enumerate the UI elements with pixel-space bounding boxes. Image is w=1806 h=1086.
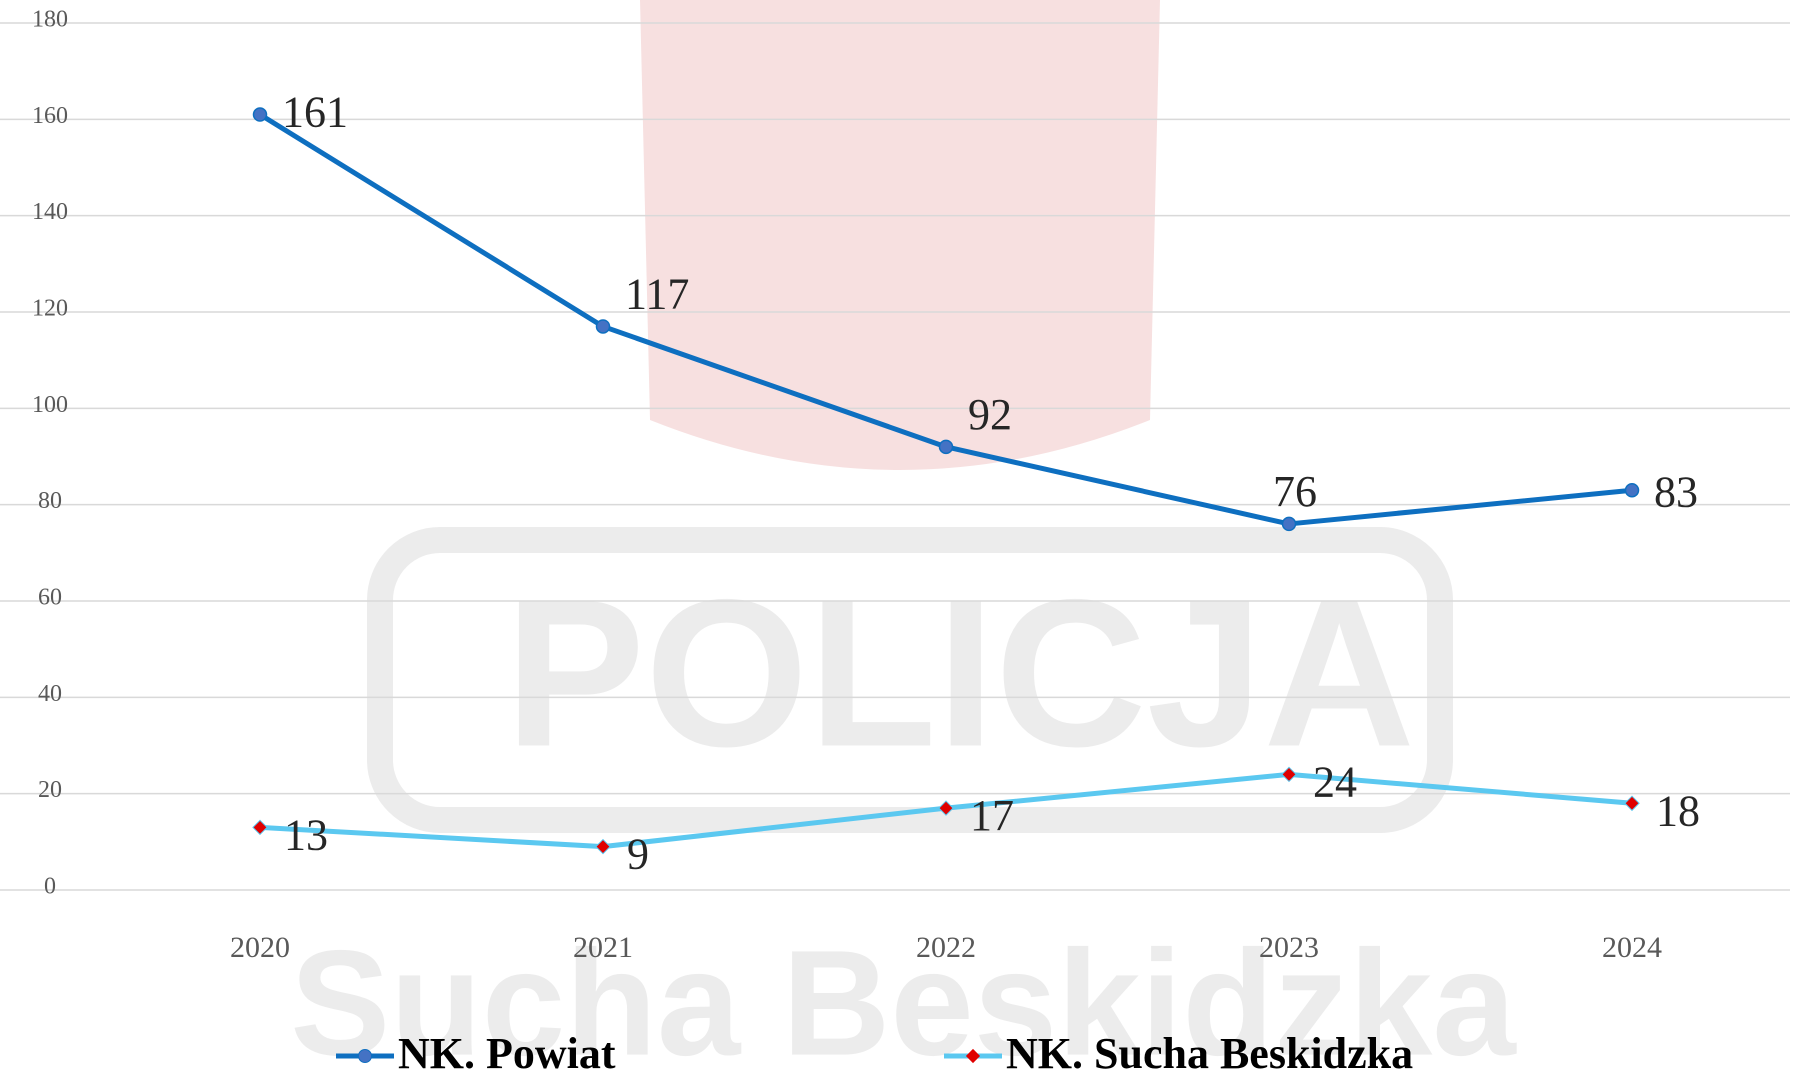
data-point: [1281, 516, 1297, 532]
data-point: [1624, 795, 1640, 812]
data-label: 9: [627, 830, 649, 879]
data-point: [1624, 482, 1640, 498]
x-tick-label: 2022: [916, 931, 976, 964]
y-tick-label: 20: [38, 777, 62, 803]
y-tick-label: 160: [32, 103, 68, 129]
data-label: 83: [1654, 467, 1698, 516]
data-label: 161: [282, 88, 348, 137]
data-point: [252, 819, 268, 836]
y-tick-label: 100: [32, 392, 68, 418]
data-label: 17: [970, 791, 1014, 840]
x-tick-label: 2023: [1259, 931, 1319, 964]
x-tick-label: 2020: [230, 931, 290, 964]
legend-label: NK. Powiat: [398, 1029, 616, 1078]
y-tick-label: 0: [44, 874, 56, 900]
data-label: 13: [284, 810, 328, 859]
y-tick-label: 60: [38, 585, 62, 611]
y-tick-label: 120: [32, 296, 68, 322]
data-label: 76: [1273, 467, 1317, 516]
watermark-emblem: [367, 0, 1453, 833]
x-tick-label: 2024: [1602, 931, 1662, 964]
watermark-text: Sucha Beskidzka: [290, 919, 1517, 1081]
legend-label: NK. Sucha Beskidzka: [1006, 1029, 1413, 1078]
data-point: [1281, 766, 1297, 783]
data-point: [938, 439, 954, 455]
legend-marker: [358, 1049, 372, 1063]
legend-marker: [965, 1048, 981, 1064]
y-tick-label: 80: [38, 488, 62, 514]
data-label: 117: [625, 270, 689, 319]
emblem-shield: [640, 0, 1160, 470]
data-label: 18: [1656, 786, 1700, 835]
data-label: 24: [1313, 757, 1357, 806]
y-tick-label: 180: [32, 7, 68, 33]
data-point: [938, 800, 954, 816]
y-tick-label: 40: [38, 681, 62, 707]
data-point: [595, 838, 611, 855]
y-tick-label: 140: [32, 199, 68, 225]
x-tick-label: 2021: [573, 931, 633, 964]
emblem-badge: [367, 527, 1453, 833]
data-label: 92: [968, 390, 1012, 439]
watermark-text: POLICJA: [505, 555, 1415, 790]
data-point: [252, 107, 268, 122]
data-point: [595, 319, 611, 334]
